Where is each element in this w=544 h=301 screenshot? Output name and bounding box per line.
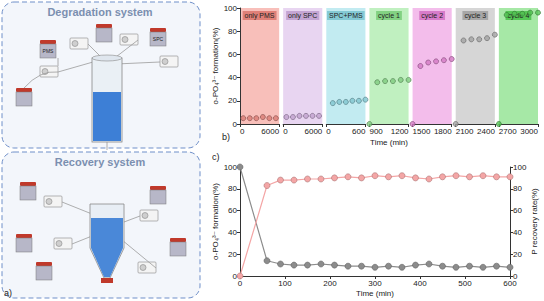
svg-text:40: 40	[513, 228, 522, 237]
svg-text:Recovery system: Recovery system	[55, 156, 146, 168]
svg-text:20: 20	[228, 96, 237, 105]
svg-text:100: 100	[513, 163, 527, 172]
svg-text:SPC: SPC	[153, 36, 164, 42]
svg-text:PMS: PMS	[43, 48, 55, 54]
svg-text:1500: 1500	[413, 127, 431, 136]
svg-text:60: 60	[513, 206, 522, 215]
svg-text:0: 0	[283, 127, 288, 136]
svg-text:20: 20	[228, 250, 237, 259]
svg-text:6000: 6000	[261, 127, 279, 136]
svg-text:60: 60	[228, 206, 237, 215]
svg-text:0: 0	[238, 279, 243, 288]
svg-text:600: 600	[503, 279, 517, 288]
svg-text:200: 200	[323, 279, 337, 288]
svg-text:100: 100	[224, 163, 238, 172]
svg-text:100: 100	[278, 279, 292, 288]
svg-text:Degradation system: Degradation system	[47, 6, 152, 18]
svg-text:0: 0	[232, 271, 237, 281]
svg-text:cycle 1: cycle 1	[378, 12, 400, 20]
svg-text:cycle 3: cycle 3	[464, 12, 486, 20]
svg-text:b): b)	[222, 132, 230, 142]
svg-text:80: 80	[228, 27, 237, 36]
svg-text:0: 0	[240, 127, 245, 136]
svg-text:60: 60	[228, 50, 237, 59]
svg-text:40: 40	[228, 73, 237, 82]
svg-text:500: 500	[458, 279, 472, 288]
svg-text:80: 80	[513, 184, 522, 193]
svg-text:0: 0	[233, 120, 238, 129]
svg-text:a): a)	[4, 288, 12, 298]
svg-text:1800: 1800	[434, 127, 452, 136]
svg-text:40: 40	[228, 228, 237, 237]
svg-text:only PMS: only PMS	[245, 12, 275, 20]
svg-text:300: 300	[368, 279, 382, 288]
svg-text:900: 900	[369, 127, 383, 136]
svg-text:cycle 2: cycle 2	[421, 12, 443, 20]
svg-text:P recovery rate(%): P recovery rate(%)	[530, 188, 539, 255]
svg-text:2400: 2400	[477, 127, 495, 136]
svg-text:1200: 1200	[391, 127, 409, 136]
svg-text:o-PO₄³⁻ formation(%): o-PO₄³⁻ formation(%)	[211, 183, 220, 260]
svg-text:6000: 6000	[304, 127, 322, 136]
svg-text:cycle 4: cycle 4	[508, 12, 530, 20]
svg-text:SPC+PMS: SPC+PMS	[329, 12, 363, 19]
svg-text:20: 20	[513, 250, 522, 259]
svg-text:600: 600	[352, 127, 366, 136]
svg-text:Time (min): Time (min)	[356, 289, 394, 298]
svg-text:only SPC: only SPC	[288, 12, 317, 20]
svg-text:2700: 2700	[499, 127, 517, 136]
svg-text:0: 0	[326, 127, 331, 136]
svg-text:400: 400	[413, 279, 427, 288]
svg-text:0: 0	[513, 271, 518, 281]
svg-text:Time (min): Time (min)	[370, 138, 408, 147]
svg-text:o-PO₄³⁻ formation(%): o-PO₄³⁻ formation(%)	[211, 27, 220, 104]
svg-text:c): c)	[212, 152, 220, 162]
svg-text:80: 80	[228, 184, 237, 193]
svg-text:100: 100	[224, 4, 238, 13]
svg-text:2100: 2100	[456, 127, 474, 136]
svg-text:3000: 3000	[520, 127, 538, 136]
